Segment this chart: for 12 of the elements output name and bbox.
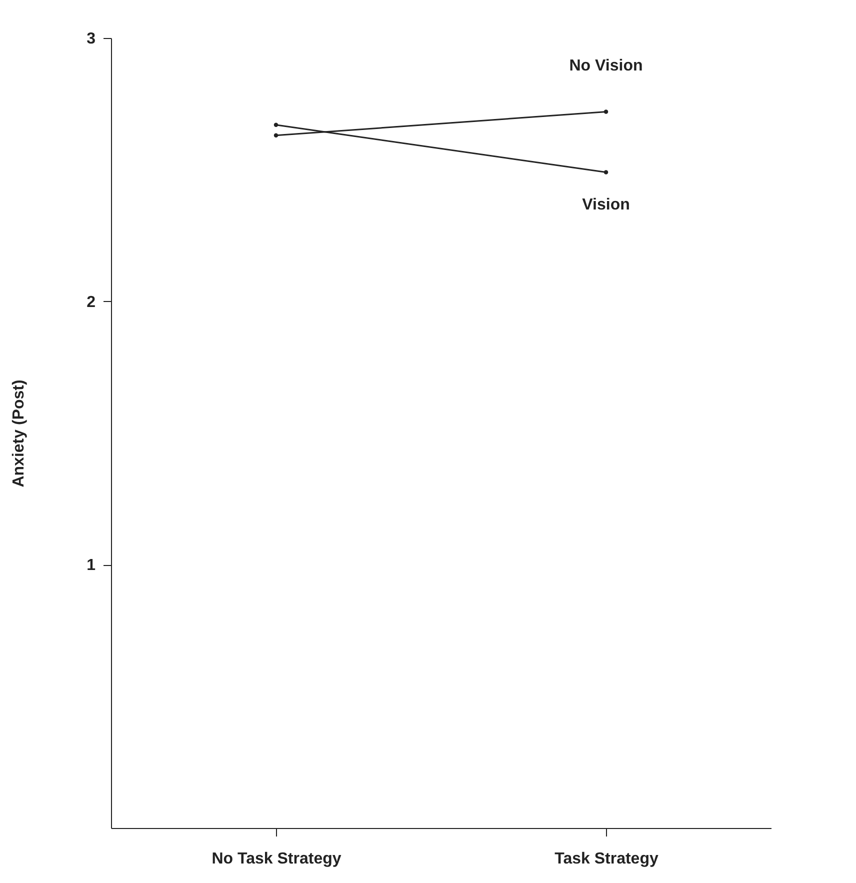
point [604,110,608,114]
series-label: Vision [582,196,630,214]
y-tick-label: 2 [86,294,96,311]
x-tick-label: Task Strategy [554,850,658,868]
x-tick-label: No Task Strategy [212,850,342,868]
point [274,122,278,128]
y-tick-label: 1 [86,557,96,574]
point [274,133,278,138]
point [604,170,608,174]
y-axis-title: Anxiety (Post) [10,380,28,488]
text: No Vision [569,58,643,75]
y-tick-label: 3 [86,30,96,48]
